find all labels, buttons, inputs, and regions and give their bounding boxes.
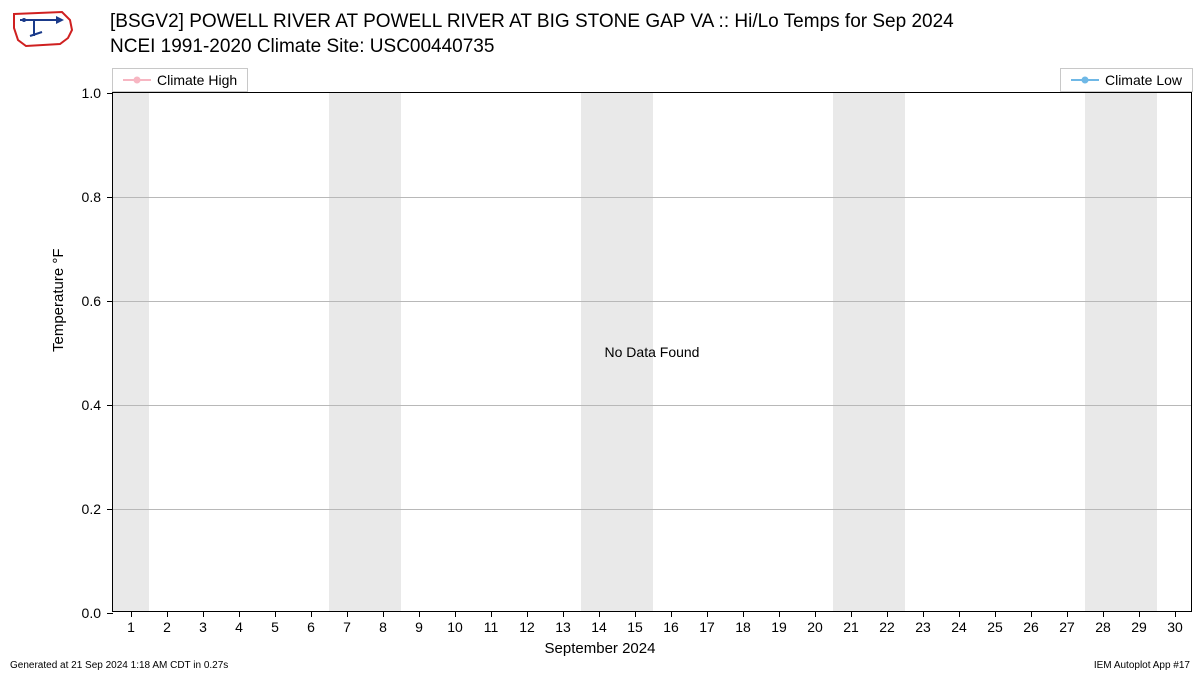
- y-tick-mark: [107, 509, 113, 510]
- iem-logo: [8, 6, 78, 50]
- gridline: [113, 301, 1191, 302]
- no-data-text: No Data Found: [605, 344, 700, 360]
- x-tick-mark: [599, 611, 600, 617]
- legend-swatch-low: [1071, 79, 1099, 81]
- legend-label-high: Climate High: [157, 72, 237, 88]
- x-tick-mark: [887, 611, 888, 617]
- x-tick-mark: [131, 611, 132, 617]
- x-tick-mark: [707, 611, 708, 617]
- gridline: [113, 197, 1191, 198]
- x-tick-mark: [311, 611, 312, 617]
- weekend-band: [329, 93, 401, 611]
- chart-title: [BSGV2] POWELL RIVER AT POWELL RIVER AT …: [110, 10, 954, 59]
- x-tick-mark: [1103, 611, 1104, 617]
- x-tick-mark: [167, 611, 168, 617]
- x-tick-mark: [491, 611, 492, 617]
- x-tick-mark: [383, 611, 384, 617]
- x-tick-mark: [563, 611, 564, 617]
- x-tick-mark: [671, 611, 672, 617]
- plot-area: No Data Found 0.00.20.40.60.81.012345678…: [112, 92, 1192, 612]
- x-tick-mark: [959, 611, 960, 617]
- y-tick-mark: [107, 613, 113, 614]
- legend-label-low: Climate Low: [1105, 72, 1182, 88]
- y-tick-mark: [107, 197, 113, 198]
- gridline: [113, 509, 1191, 510]
- x-tick-mark: [743, 611, 744, 617]
- y-tick-mark: [107, 301, 113, 302]
- x-tick-mark: [419, 611, 420, 617]
- y-axis-label: Temperature °F: [50, 248, 67, 352]
- footer-generated: Generated at 21 Sep 2024 1:18 AM CDT in …: [10, 660, 228, 671]
- legend-climate-high: Climate High: [112, 68, 248, 92]
- x-tick-mark: [527, 611, 528, 617]
- weekend-band: [1085, 93, 1157, 611]
- weekend-band: [833, 93, 905, 611]
- y-tick-mark: [107, 93, 113, 94]
- x-tick-mark: [1139, 611, 1140, 617]
- weekend-band: [113, 93, 149, 611]
- chart-title-line1: [BSGV2] POWELL RIVER AT POWELL RIVER AT …: [110, 10, 954, 35]
- footer-app: IEM Autoplot App #17: [1094, 660, 1190, 671]
- x-tick-mark: [779, 611, 780, 617]
- x-axis-label: September 2024: [0, 640, 1200, 657]
- legend-climate-low: Climate Low: [1060, 68, 1193, 92]
- x-tick-mark: [995, 611, 996, 617]
- x-tick-mark: [851, 611, 852, 617]
- x-tick-mark: [1175, 611, 1176, 617]
- x-tick-mark: [1031, 611, 1032, 617]
- legend-swatch-high: [123, 79, 151, 81]
- x-tick-mark: [635, 611, 636, 617]
- x-tick-mark: [455, 611, 456, 617]
- x-tick-mark: [923, 611, 924, 617]
- gridline: [113, 405, 1191, 406]
- x-tick-mark: [203, 611, 204, 617]
- x-tick-mark: [1067, 611, 1068, 617]
- x-tick-mark: [275, 611, 276, 617]
- x-tick-mark: [815, 611, 816, 617]
- x-tick-mark: [347, 611, 348, 617]
- y-tick-mark: [107, 405, 113, 406]
- chart-title-line2: NCEI 1991-2020 Climate Site: USC00440735: [110, 35, 954, 60]
- x-tick-mark: [239, 611, 240, 617]
